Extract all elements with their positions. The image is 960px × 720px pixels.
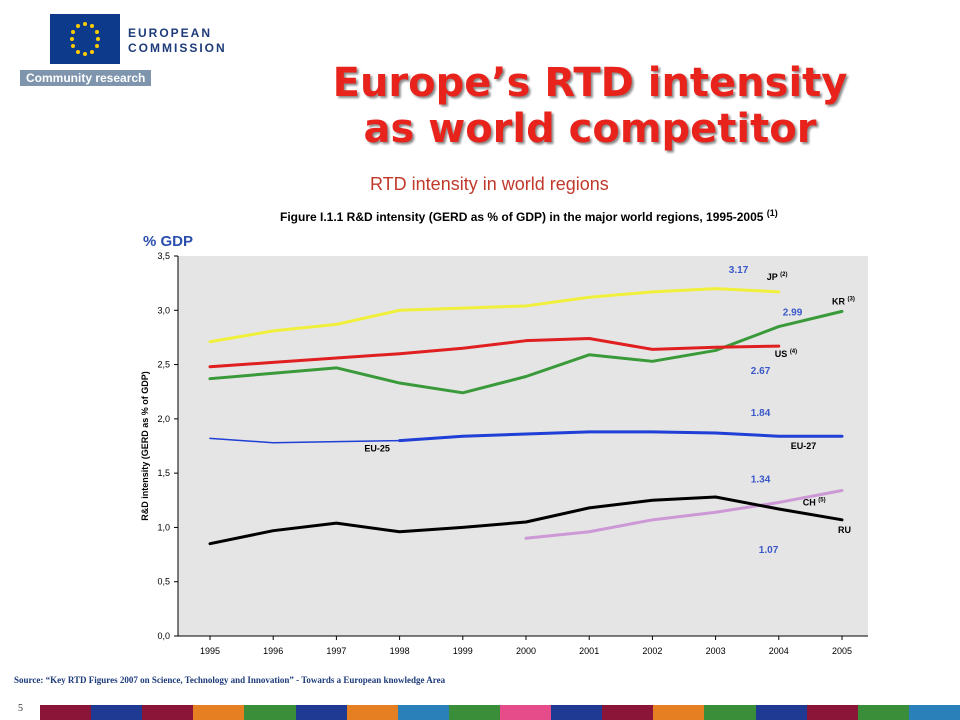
slide-title-line2: as world competitor xyxy=(363,106,817,152)
x-tick-label: 1998 xyxy=(390,646,410,656)
eu-stars-icon xyxy=(70,22,100,56)
x-tick-label: 2002 xyxy=(642,646,662,656)
footer-color-block xyxy=(397,705,449,720)
series-label-eu-25: EU-25 xyxy=(364,444,390,454)
series-line-kr xyxy=(208,309,844,395)
series-label-note: (5) xyxy=(818,498,825,504)
source-note: Source: “Key RTD Figures 2007 on Science… xyxy=(14,675,446,685)
footer-color-block xyxy=(602,705,654,720)
series-label-kr: KR (3) xyxy=(832,296,855,306)
x-tick-label: 1996 xyxy=(263,646,283,656)
footer-color-block xyxy=(755,705,807,720)
x-tick-label: 1995 xyxy=(200,646,220,656)
footer-color-block xyxy=(908,705,960,720)
footer-color-block xyxy=(499,705,552,720)
footer-color-block xyxy=(193,705,245,720)
footer-color-block xyxy=(295,705,347,720)
unit-label: % GDP xyxy=(143,233,194,250)
footer-color-block xyxy=(142,705,194,720)
chart-axes: 0,0 0,5 1,0 1,5 2,0 2,5 3,0 3,5 1995 1996 1997 1998… xyxy=(157,251,868,656)
plot-area xyxy=(178,256,868,636)
footer-color-block xyxy=(857,705,909,720)
slide-title: Europe’s RTD intensity as world competit… xyxy=(250,60,930,152)
series-label-ru: RU xyxy=(838,525,851,535)
x-tick-label: 2001 xyxy=(579,646,599,656)
y-tick-label: 0,5 xyxy=(157,577,170,587)
series-line-ch xyxy=(524,489,844,540)
org-name: EUROPEAN COMMISSION xyxy=(128,26,227,55)
slide-number: 5 xyxy=(18,703,23,714)
series-label-note: (4) xyxy=(790,349,797,355)
value-label: 1.07 xyxy=(759,545,779,556)
value-label: 1.84 xyxy=(751,408,771,419)
x-tick-label: 2005 xyxy=(832,646,852,656)
footer-color-block xyxy=(653,705,705,720)
footer-color-block xyxy=(40,705,92,720)
footer-color-block xyxy=(448,705,500,720)
chart-title-text: Figure I.1.1 R&D intensity (GERD as % of… xyxy=(280,210,764,224)
value-label: 2.99 xyxy=(783,307,803,318)
footer-color-strip xyxy=(40,705,960,720)
y-tick-label: 2,5 xyxy=(157,360,170,370)
series-line-eu-27 xyxy=(398,430,844,443)
x-tick-label: 1999 xyxy=(453,646,473,656)
x-tick-label: 2000 xyxy=(516,646,536,656)
slide-title-line1: Europe’s RTD intensity xyxy=(332,60,848,106)
series-label-note: (2) xyxy=(780,272,787,278)
y-tick-label: 1,0 xyxy=(157,522,170,532)
series-line-ru xyxy=(208,495,844,546)
series-line-eu-25 xyxy=(209,437,401,444)
footer-color-block xyxy=(806,705,858,720)
series-label-note: (3) xyxy=(848,296,855,302)
org-subtitle: Community research xyxy=(20,70,152,86)
series-label-ch: CH (5) xyxy=(803,498,826,508)
y-tick-label: 1,5 xyxy=(157,468,170,478)
chart-series-labels: JP (2) KR (3) US (4) EU-27 EU-25 CH (5) RU 3… xyxy=(364,265,854,556)
value-label: 1.34 xyxy=(751,475,771,486)
x-tick-label: 2004 xyxy=(769,646,789,656)
series-label-us: US (4) xyxy=(775,349,797,359)
chart-title-note: (1) xyxy=(766,208,778,218)
y-tick-label: 3,5 xyxy=(157,251,170,261)
y-tick-label: 2,0 xyxy=(157,414,170,424)
footer-color-block xyxy=(91,705,143,720)
value-label: 3.17 xyxy=(729,265,749,276)
y-tick-label: 3,0 xyxy=(157,305,170,315)
footer-color-block xyxy=(551,705,603,720)
footer-color-block xyxy=(704,705,756,720)
eu-flag-logo xyxy=(50,14,120,64)
y-axis-label: R&D intensity (GERD as % of GDP) xyxy=(140,371,150,521)
series-line-us xyxy=(208,337,781,369)
footer-color-block xyxy=(346,705,398,720)
x-tick-label: 2003 xyxy=(706,646,726,656)
series-label-jp: JP (2) xyxy=(767,272,788,282)
value-label: 2.67 xyxy=(751,366,771,377)
y-tick-label: 0,0 xyxy=(157,631,170,641)
series-label-eu-27: EU-27 xyxy=(791,441,817,451)
chart-title: Figure I.1.1 R&D intensity (GERD as % of… xyxy=(280,208,778,224)
chart-series xyxy=(208,287,844,546)
slide-subtitle: RTD intensity in world regions xyxy=(370,174,609,194)
footer-color-block xyxy=(244,705,296,720)
series-line-jp xyxy=(208,287,781,344)
x-tick-label: 1997 xyxy=(326,646,346,656)
